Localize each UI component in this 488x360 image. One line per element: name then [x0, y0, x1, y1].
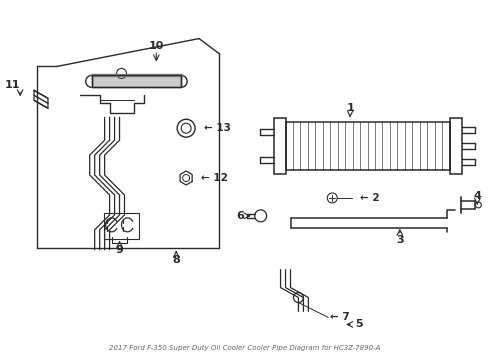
Text: 9: 9: [115, 245, 123, 255]
Text: ← 13: ← 13: [203, 123, 230, 133]
Text: 2017 Ford F-350 Super Duty Oil Cooler Cooler Pipe Diagram for HC3Z-7890-A: 2017 Ford F-350 Super Duty Oil Cooler Co…: [109, 345, 380, 351]
Text: 6: 6: [235, 211, 244, 221]
Circle shape: [116, 68, 126, 78]
Bar: [273, 118, 285, 174]
Text: 10: 10: [148, 41, 163, 50]
Text: 1: 1: [346, 103, 353, 113]
Bar: [92, 75, 181, 87]
Text: ← 7: ← 7: [329, 312, 349, 323]
Text: 3: 3: [395, 235, 403, 245]
Text: 8: 8: [172, 255, 180, 265]
Bar: [285, 122, 448, 170]
Bar: [448, 118, 462, 174]
Text: 11: 11: [4, 80, 20, 90]
Bar: [103, 213, 139, 239]
Text: 5: 5: [354, 319, 362, 329]
Text: ← 2: ← 2: [359, 193, 379, 203]
Text: ← 12: ← 12: [201, 173, 227, 183]
Text: 4: 4: [472, 191, 480, 201]
